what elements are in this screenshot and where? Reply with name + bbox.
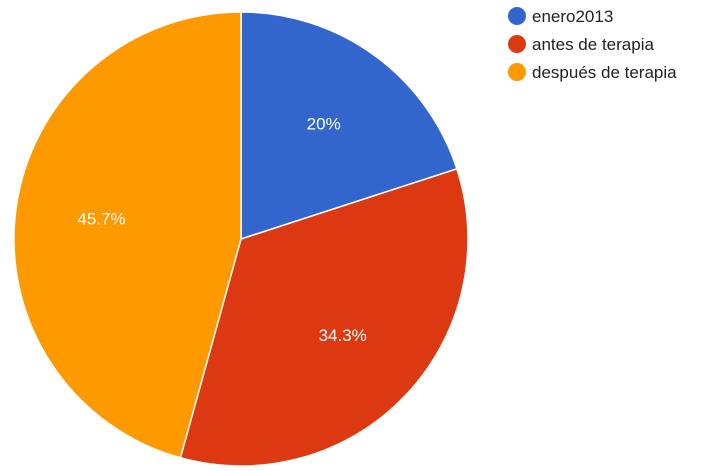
legend-item: después de terapia (508, 62, 718, 84)
pie-slice (240, 11, 458, 241)
legend-swatch (508, 63, 526, 81)
slice-label: 34.3% (319, 326, 367, 345)
slice-label: 45.7% (77, 209, 125, 228)
slice-label: 20% (307, 115, 341, 134)
pie-slice (13, 11, 242, 459)
legend-swatch (508, 7, 526, 25)
legend: enero2013 antes de terapia después de te… (508, 6, 718, 90)
legend-item: antes de terapia (508, 34, 718, 56)
legend-label: después de terapia (532, 63, 677, 82)
legend-swatch (508, 35, 526, 53)
legend-label: antes de terapia (532, 35, 654, 54)
legend-label: enero2013 (532, 7, 614, 26)
legend-item: enero2013 (508, 6, 718, 28)
